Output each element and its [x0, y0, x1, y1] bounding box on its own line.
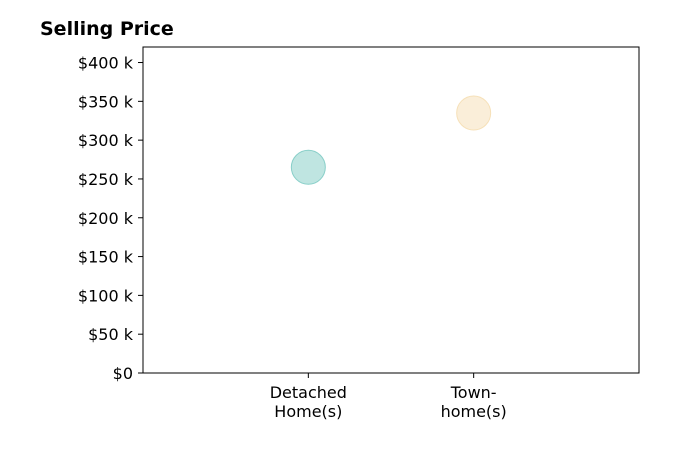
y-tick-label: $400 k — [78, 54, 134, 73]
x-tick-label: Detached Home(s) — [270, 383, 347, 421]
y-tick-label: $350 k — [78, 92, 134, 111]
data-point — [290, 149, 326, 185]
y-tick-label: $250 k — [78, 170, 134, 189]
y-tick-label: $100 k — [78, 286, 134, 305]
y-tick-label: $0 — [113, 364, 133, 383]
chart-title: Selling Price — [40, 18, 174, 40]
y-tick-label: $300 k — [78, 131, 134, 150]
y-tick-label: $150 k — [78, 248, 134, 267]
y-tick-label: $200 k — [78, 209, 134, 228]
plot-area: $0 $50 k $100 k $150 k $200 k $250 k $300 k $35… — [78, 46, 640, 421]
plot-frame — [142, 46, 640, 374]
y-tick-label: $50 k — [88, 325, 134, 344]
x-tick-label: Town-home(s) — [441, 383, 507, 421]
data-point — [456, 95, 492, 131]
